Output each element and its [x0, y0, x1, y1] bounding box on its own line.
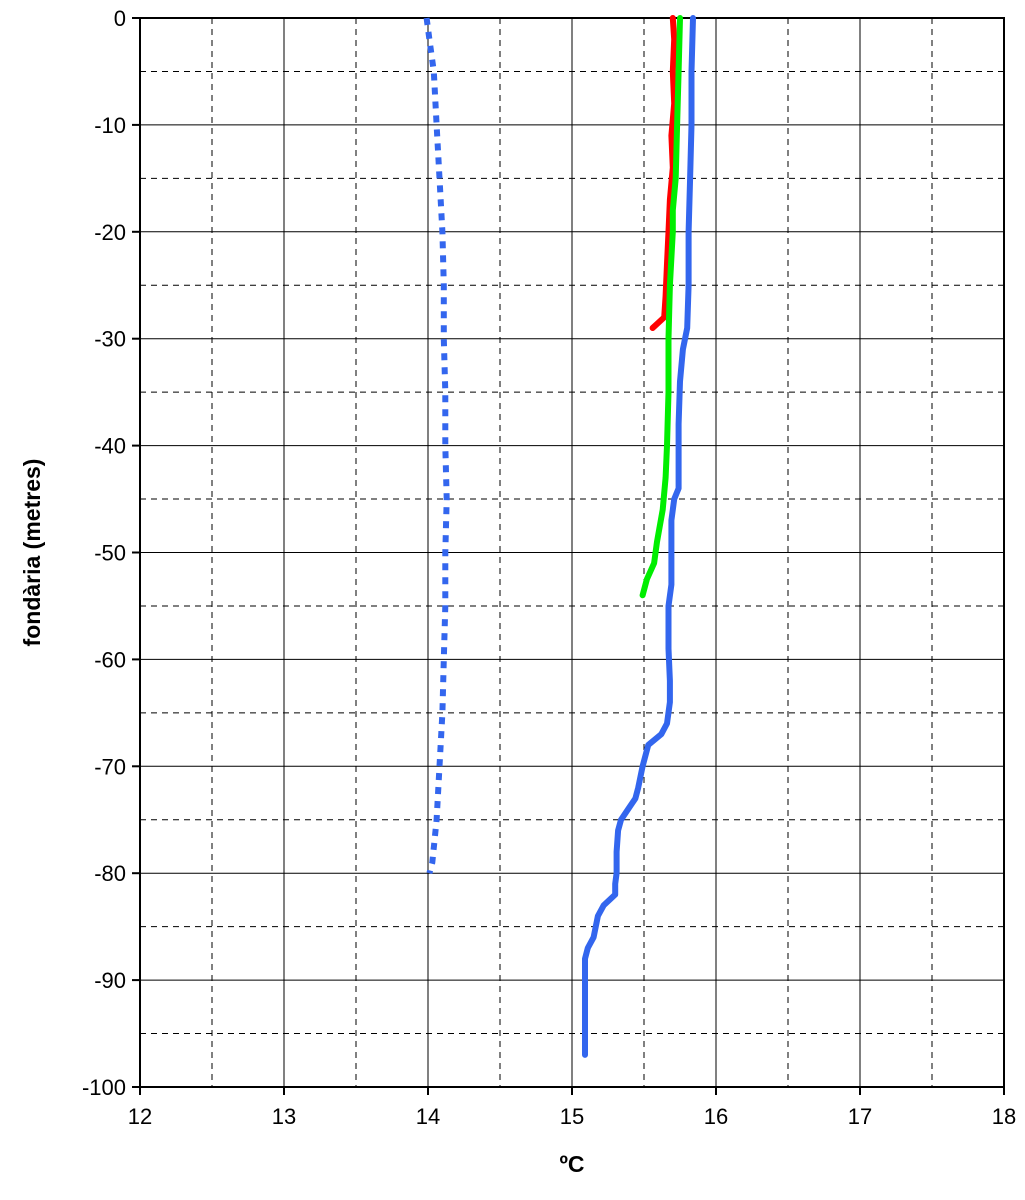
y-tick-label: 0	[114, 6, 126, 31]
series-line-3	[582, 15, 696, 1058]
x-tick-label: 15	[560, 1104, 584, 1129]
x-tick-label: 12	[128, 1104, 152, 1129]
x-tick-label: 13	[272, 1104, 296, 1129]
y-tick-label: -40	[94, 434, 126, 459]
x-tick-label: 17	[848, 1104, 872, 1129]
y-tick-label: -50	[94, 541, 126, 566]
y-tick-label: -10	[94, 113, 126, 138]
y-tick-label: -80	[94, 861, 126, 886]
major-gridlines	[140, 18, 1004, 1087]
x-tick-label: 14	[416, 1104, 440, 1129]
series-line-1	[649, 15, 678, 331]
y-tick-label: -20	[94, 220, 126, 245]
series-layer	[423, 15, 696, 1058]
y-tick-label: -70	[94, 754, 126, 779]
y-axis-ticks: 0 -10 -20 -30 -40 -50 -60 -70 -80 -90 -100	[82, 6, 140, 1100]
y-tick-label: -60	[94, 647, 126, 672]
y-axis-title: fondària (metres)	[19, 459, 45, 647]
x-axis-title: ºC	[559, 1151, 584, 1177]
y-tick-label: -90	[94, 968, 126, 993]
x-tick-label: 18	[992, 1104, 1016, 1129]
x-axis-ticks: 12 13 14 15 16 17 18	[128, 1087, 1016, 1129]
x-tick-label: 16	[704, 1104, 728, 1129]
y-tick-label: -30	[94, 327, 126, 352]
y-tick-label: -100	[82, 1075, 126, 1100]
series-line-2	[639, 15, 683, 599]
